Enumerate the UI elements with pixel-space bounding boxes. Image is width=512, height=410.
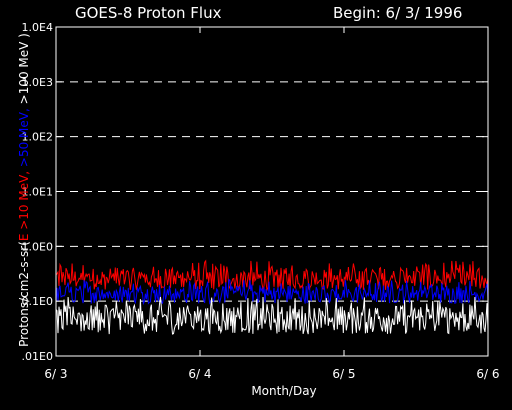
x-tick-label: 6/ 3	[44, 367, 67, 381]
y-tick-label: 1.0E0	[22, 240, 53, 253]
y-axis-label-part: >100 MeV )	[17, 33, 31, 104]
grid-lines	[56, 81, 488, 302]
y-axis-label-part: Protons/cm2-s-sr(	[17, 241, 31, 347]
y-tick-label: 1.0E3	[22, 76, 53, 89]
series-line	[55, 278, 489, 306]
y-axis-label-part: >50 MeV,	[17, 104, 31, 167]
y-tick-label: 1.0E4	[22, 21, 53, 34]
series-line	[55, 296, 489, 335]
x-tick-label: 6/ 4	[188, 367, 211, 381]
y-axis-label-part: E >10 MeV,	[17, 167, 31, 241]
y-tick-label: 0.1E0	[22, 295, 53, 308]
series-line	[55, 259, 489, 292]
x-tick-label: 6/ 6	[476, 367, 499, 381]
begin-date-label: Begin: 6/ 3/ 1996	[333, 4, 462, 22]
y-tick-label: .01E0	[22, 350, 53, 363]
y-axis-ticks: 1.0E4 1.0E3 1.0E2 1.0E1 1.0E0 0.1E0 .01E0	[22, 21, 488, 363]
series-lines	[55, 259, 489, 335]
x-axis-label: Month/Day	[251, 384, 316, 398]
y-axis-label: Protons/cm2-s-sr(E >10 MeV, >50 MeV, >10…	[17, 33, 31, 347]
x-axis-ticks: 6/ 3 6/ 4 6/ 5 6/ 6	[44, 27, 500, 381]
y-tick-label: 1.0E2	[22, 131, 53, 144]
y-tick-label: 1.0E1	[22, 186, 53, 199]
x-tick-label: 6/ 5	[332, 367, 355, 381]
chart-title: GOES-8 Proton Flux	[75, 4, 222, 22]
